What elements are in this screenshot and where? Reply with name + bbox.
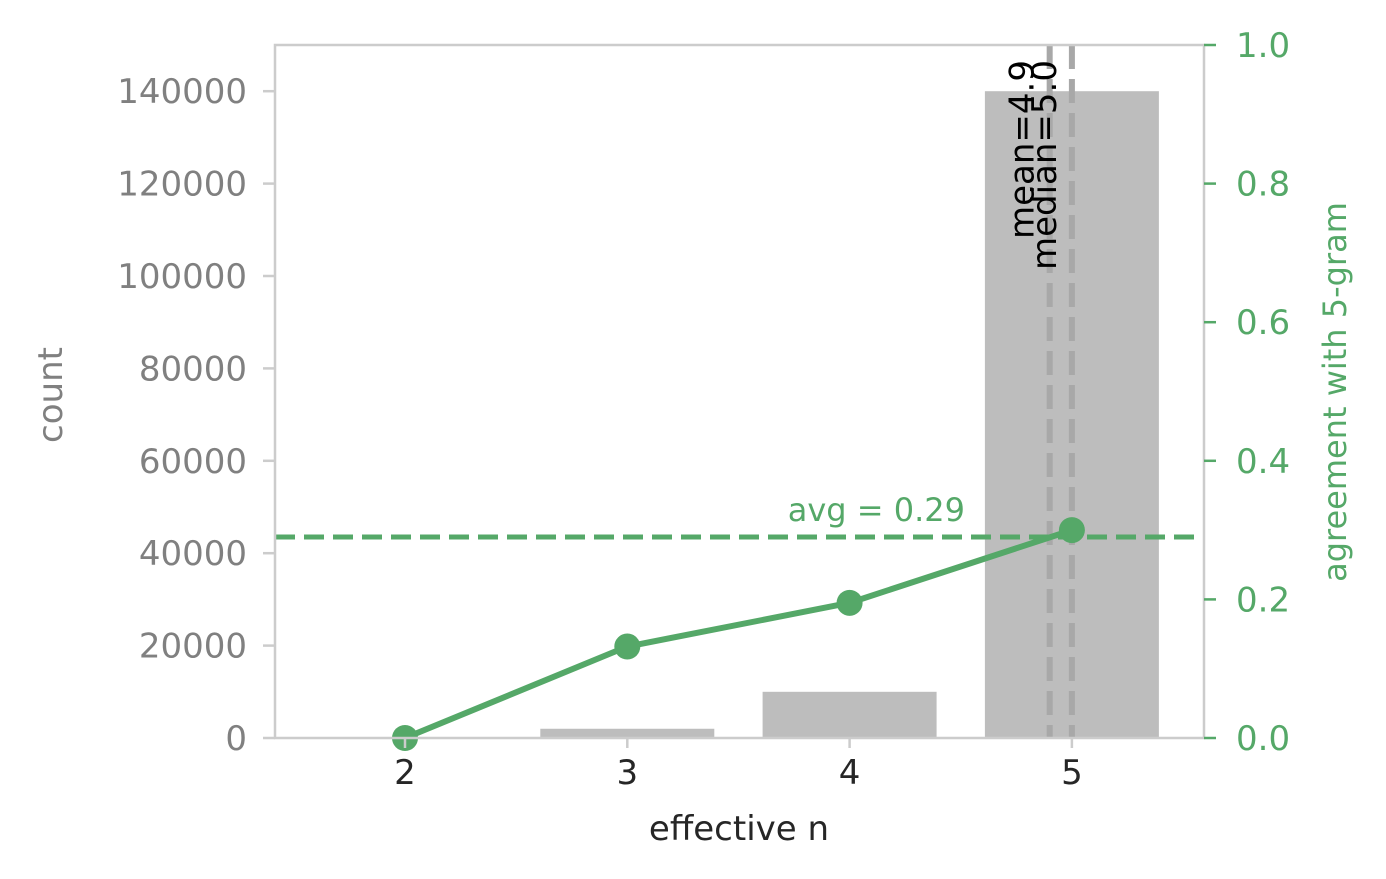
right-tick-label: 0.0: [1236, 719, 1290, 759]
left-tick-label: 80000: [139, 349, 247, 389]
x-tick-label: 2: [394, 753, 416, 793]
bar-3: [540, 728, 715, 737]
agreement-line-layer: [392, 517, 1085, 751]
right-tick-label: 0.4: [1236, 442, 1290, 482]
right-tick-label: 0.2: [1236, 580, 1290, 620]
x-tick-label: 5: [1061, 753, 1083, 793]
left-tick-label: 120000: [117, 165, 247, 205]
right-tick-label: 0.6: [1236, 303, 1290, 343]
right-tick-label: 0.8: [1236, 165, 1290, 205]
x-tick-label: 3: [616, 753, 638, 793]
left-tick-label: 20000: [139, 627, 247, 667]
avg-line-layer: avg = 0.29: [275, 491, 1204, 540]
left-tick-label: 100000: [117, 257, 247, 297]
left-tick-label: 60000: [139, 442, 247, 482]
agreement-point-3: [614, 633, 641, 660]
x-tick-label: 4: [839, 753, 861, 793]
left-tick-label: 40000: [139, 534, 247, 574]
median-label: median=5.0: [1025, 60, 1065, 270]
right-axis-label: agreement with 5-gram: [1316, 202, 1354, 582]
y-axis-label: count: [31, 347, 71, 443]
avg-label: avg = 0.29: [788, 491, 965, 529]
agreement-point-5: [1058, 517, 1085, 544]
agreement-line: [403, 527, 1073, 741]
right-axis-ticks: 0.0 0.2 0.4 0.6 0.8 1.0: [1204, 26, 1290, 759]
left-axis-ticks: 0 20000 40000 60000 80000 100000 120000 140000: [117, 72, 275, 759]
bar-4: [762, 691, 937, 737]
x-axis-label: effective n: [649, 809, 829, 849]
left-tick-label: 0: [225, 719, 247, 759]
right-tick-label: 1.0: [1236, 26, 1290, 66]
x-axis-ticks: 2 3 4 5: [394, 738, 1083, 793]
agreement-point-4: [836, 589, 863, 616]
mean-label: mean=4.9: [1003, 60, 1043, 239]
left-tick-label: 140000: [117, 72, 247, 112]
plot-frame: [273, 43, 1206, 740]
